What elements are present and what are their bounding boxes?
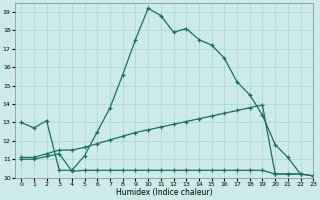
X-axis label: Humidex (Indice chaleur): Humidex (Indice chaleur) [116, 188, 212, 197]
